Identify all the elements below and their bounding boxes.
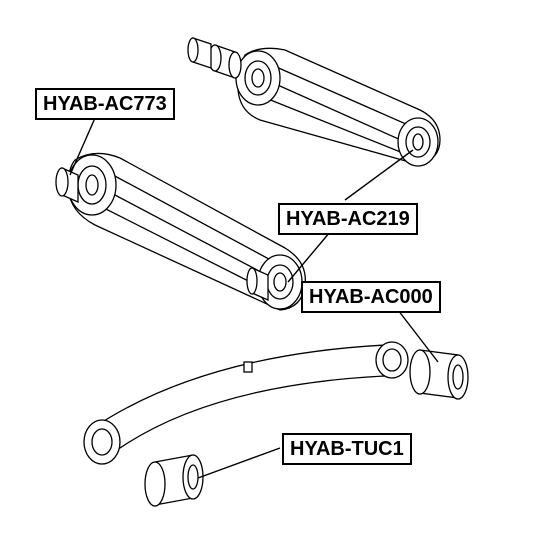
bushing-tuc1 [145, 455, 203, 506]
label-ac773: HYAB-AC773 [35, 88, 175, 120]
label-tuc1: HYAB-TUC1 [282, 433, 412, 465]
bushing-upper-small [188, 38, 241, 78]
bushing-ac000 [410, 350, 468, 399]
label-ac219: HYAB-AC219 [278, 203, 418, 235]
label-text: HYAB-AC773 [43, 93, 167, 115]
label-text: HYAB-TUC1 [290, 438, 404, 460]
label-text: HYAB-AC219 [286, 208, 410, 230]
arm-upper-right [236, 48, 440, 166]
parts-diagram [0, 0, 540, 540]
label-text: HYAB-AC000 [309, 286, 433, 308]
arm-lower-left [56, 153, 305, 310]
label-ac000: HYAB-AC000 [301, 281, 441, 313]
